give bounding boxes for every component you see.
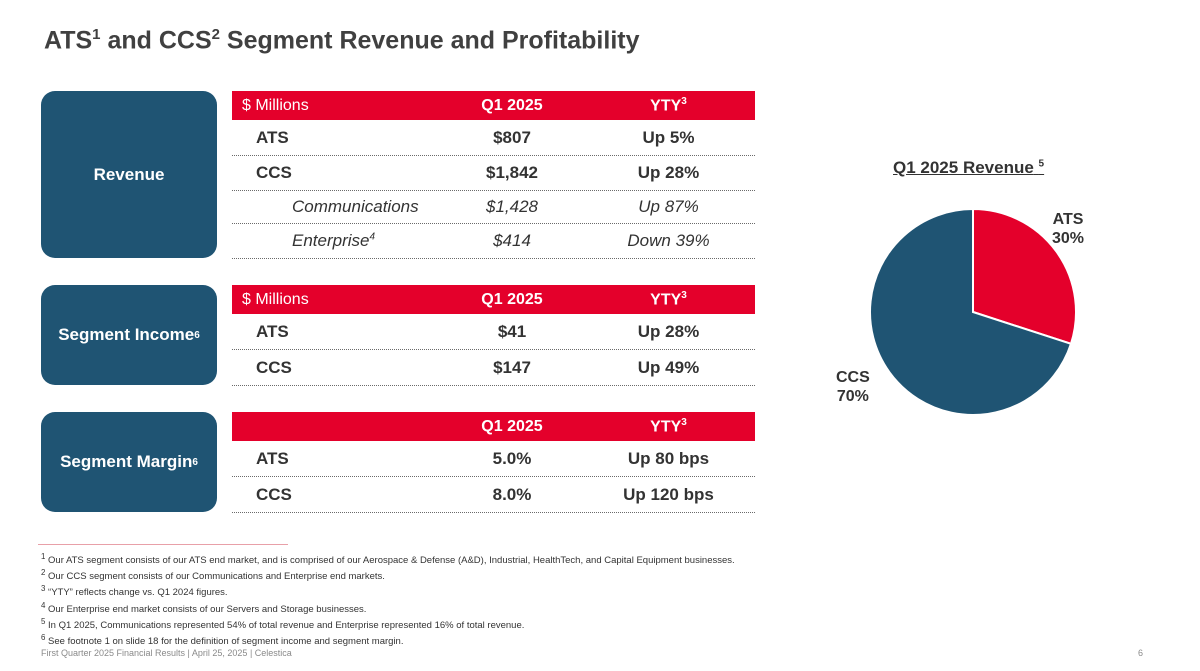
change-header: YTY3 (650, 95, 687, 115)
footer-text: First Quarter 2025 Financial Results | A… (41, 648, 292, 658)
footnote-5: 5 In Q1 2025, Communications represented… (41, 616, 525, 631)
unit-header: $ Millions (242, 290, 309, 308)
segment-income-table-header: $ Millions Q1 2025 YTY3 (232, 285, 755, 314)
table-row-ccs: CCS $1,842 Up 28% (232, 156, 755, 191)
table-row-ats: ATS $807 Up 5% (232, 120, 755, 156)
pie-slice-ats (972, 207, 1077, 346)
revenue-segment-label: Revenue (41, 91, 217, 258)
table-row-ccs: CCS $147 Up 49% (232, 350, 755, 386)
period-header: Q1 2025 (481, 290, 543, 308)
table-row-ats: ATS $41 Up 28% (232, 314, 755, 350)
change-header: YTY3 (650, 289, 687, 309)
revenue-table-header: $ Millions Q1 2025 YTY3 (232, 91, 755, 120)
footnote-6: 6 See footnote 1 on slide 18 for the def… (41, 632, 404, 648)
footnotes: 1 Our ATS segment consists of our ATS en… (41, 549, 1161, 648)
footnote-1: 1 Our ATS segment consists of our ATS en… (41, 552, 735, 567)
pie-slice-ccs (869, 207, 1073, 416)
footnote-divider (38, 544, 288, 545)
page-number: 6 (1138, 648, 1144, 658)
footnote-3: 3 “YTY” reflects change vs. Q1 2024 figu… (41, 584, 228, 599)
pie-label-ccs: CCS 70% (836, 369, 870, 405)
pie-label-ats: ATS 30% (1052, 211, 1085, 247)
footnote-2: 2 Our CCS segment consists of our Commun… (41, 568, 385, 583)
table-row-enterprise: Enterprise4 $414 Down 39% (232, 224, 755, 259)
pie-chart-title: Q1 2025 Revenue 5 (893, 158, 1045, 177)
segment-margin-table: Q1 2025 YTY3 ATS 5.0% Up 80 bps CCS 8.0%… (232, 412, 755, 513)
change-header: YTY3 (650, 416, 687, 436)
segment-margin-label: Segment Margin 6 (41, 412, 217, 512)
footnote-4: 4 Our Enterprise end market consists of … (41, 600, 367, 615)
segment-income-label: Segment Income 6 (41, 285, 217, 385)
period-header: Q1 2025 (481, 417, 543, 435)
segment-income-table: $ Millions Q1 2025 YTY3 ATS $41 Up 28% C… (232, 285, 755, 386)
table-row-communications: Communications $1,428 Up 87% (232, 191, 755, 224)
revenue-table: $ Millions Q1 2025 YTY3 ATS $807 Up 5% C… (232, 91, 755, 259)
table-row-ats: ATS 5.0% Up 80 bps (232, 441, 755, 477)
table-row-ccs: CCS 8.0% Up 120 bps (232, 477, 755, 513)
revenue-pie-chart (869, 207, 1077, 416)
period-header: Q1 2025 (481, 96, 543, 114)
unit-header: $ Millions (242, 96, 309, 114)
page-title: ATS1 and CCS2 Segment Revenue and Profit… (44, 26, 640, 55)
segment-margin-table-header: Q1 2025 YTY3 (232, 412, 755, 441)
